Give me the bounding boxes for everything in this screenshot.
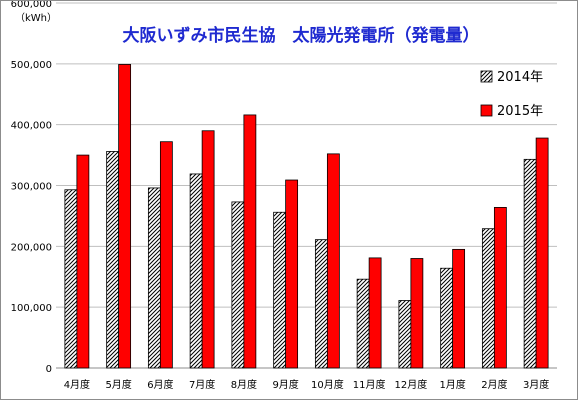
chart-title: 大阪いずみ市民生協 太陽光発電所（発電量） (123, 25, 480, 46)
x-tick-label: 6月度 (147, 378, 173, 391)
legend-label: 2015年 (497, 104, 543, 119)
bar-2015 (285, 179, 299, 369)
bar-2015 (410, 258, 424, 369)
bar-2014 (64, 189, 78, 369)
bar-2014 (273, 211, 287, 369)
bar-2014 (314, 239, 328, 369)
x-tick-label: 7月度 (189, 378, 215, 391)
bar-2014 (440, 267, 454, 369)
bar-2015 (118, 64, 132, 369)
bar-2014 (231, 201, 245, 369)
y-tick-label: 300,000 (11, 182, 52, 193)
bar-2014 (189, 173, 203, 369)
bar-2015 (243, 114, 257, 369)
bar-2015 (201, 130, 215, 369)
legend: 2014年 2015年 (480, 70, 543, 119)
bar-2014 (523, 158, 537, 369)
y-tick-label: 600,000 (11, 1, 52, 10)
bar-2015 (76, 154, 90, 369)
x-tick-label: 10月度 (311, 378, 344, 391)
legend-swatch (480, 104, 493, 117)
x-tick-label: 9月度 (272, 378, 298, 391)
y-tick-label: 0 (46, 364, 52, 375)
x-tick-label: 3月度 (523, 378, 549, 391)
bar-2014 (106, 151, 120, 369)
bar-2015 (535, 137, 549, 369)
x-tick-label: 8月度 (231, 378, 257, 391)
legend-swatch (480, 70, 493, 83)
y-axis-ticks: 0 100,000 200,000 300,000 400,000 500,000 600,… (11, 1, 52, 375)
x-tick-label: 4月度 (64, 378, 90, 391)
bar-2014 (481, 228, 495, 369)
bar-2014 (398, 300, 412, 369)
y-tick-label: 100,000 (11, 303, 52, 314)
x-tick-label: 11月度 (353, 378, 386, 391)
x-tick-label: 12月度 (395, 378, 428, 391)
y-tick-label: 200,000 (11, 242, 52, 253)
x-tick-label: 2月度 (481, 378, 507, 391)
x-axis-ticks: 4月度 5月度 6月度 7月度 8月度 9月度 10月度 11月度 12月度 1月度 2月度 3月度 (64, 378, 550, 391)
legend-label: 2014年 (497, 70, 543, 85)
bars (64, 64, 549, 369)
bar-2015 (326, 153, 340, 369)
grid-lines (56, 2, 557, 369)
y-axis-unit-label: （kWh） (15, 12, 57, 24)
y-tick-label: 400,000 (11, 121, 52, 132)
bar-2014 (147, 187, 161, 369)
bar-2015 (452, 248, 466, 369)
bar-2015 (493, 206, 507, 369)
bar-2015 (159, 141, 173, 369)
y-tick-label: 500,000 (11, 60, 52, 71)
bar-2015 (368, 257, 382, 369)
x-tick-label: 1月度 (439, 378, 465, 391)
bar-2014 (356, 278, 370, 369)
x-tick-label: 5月度 (105, 378, 131, 391)
